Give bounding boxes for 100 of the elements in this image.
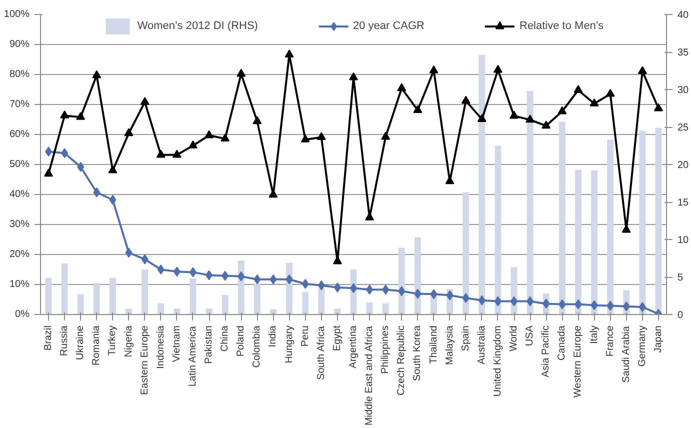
x-tick-label: Turkey	[107, 325, 118, 356]
y-tick-label: 20%	[9, 249, 30, 260]
point	[381, 132, 390, 140]
x-tick-label: South Africa	[316, 326, 327, 380]
bar	[462, 192, 470, 314]
point	[300, 134, 310, 142]
point	[510, 296, 518, 306]
y2-tick-label: 40	[678, 10, 690, 21]
point	[204, 130, 214, 138]
x-tick-label: France	[604, 325, 616, 357]
x-tick-label: Vietnam	[171, 325, 182, 362]
point	[414, 288, 422, 299]
point	[109, 194, 116, 205]
x-tick-label: Indonesia	[155, 325, 166, 369]
y2-tick-label: 25	[678, 122, 690, 134]
point	[446, 290, 454, 300]
y-tick-label: 60%	[9, 129, 30, 140]
point	[270, 274, 277, 284]
point	[44, 168, 54, 177]
x-tick-label: Argentina	[348, 325, 359, 368]
x-tick-label: Czech Republic	[396, 325, 408, 396]
x-tick-label: Canada	[556, 325, 568, 361]
point	[510, 110, 519, 119]
bar	[93, 283, 100, 314]
point	[254, 274, 261, 284]
x-tick-label: Ukraine	[75, 325, 86, 360]
x-tick-label: Malaysia	[444, 325, 456, 365]
bar	[478, 55, 486, 314]
point	[526, 296, 534, 306]
bar	[254, 284, 260, 314]
point	[125, 248, 132, 258]
point	[45, 146, 52, 157]
bar	[607, 140, 614, 314]
point	[286, 274, 293, 284]
point	[141, 254, 148, 264]
bar	[190, 278, 196, 314]
point	[382, 284, 390, 295]
bar	[591, 170, 598, 314]
point	[462, 293, 470, 303]
bar	[558, 122, 566, 314]
x-tick-label: Russia	[59, 325, 70, 356]
x-tick-label: Philippines	[380, 325, 392, 374]
point	[526, 114, 535, 123]
point	[606, 88, 615, 97]
y2-tick-label: 30	[678, 85, 690, 96]
legend-label: 20 year CAGR	[352, 20, 424, 32]
bar	[526, 91, 534, 314]
x-tick-label: USA	[524, 325, 536, 346]
point	[316, 132, 326, 140]
point	[236, 68, 246, 77]
x-tick-label: Spain	[460, 326, 472, 352]
y-tick-label: 30%	[9, 219, 30, 230]
x-tick-label: Brazil	[43, 325, 54, 351]
y2-tick-label: 10	[678, 235, 690, 246]
point	[124, 128, 134, 136]
point	[654, 103, 663, 112]
point	[156, 150, 166, 158]
point	[252, 116, 262, 124]
x-tick-label: Japan	[652, 325, 664, 353]
bar	[575, 170, 582, 314]
point	[494, 296, 502, 306]
x-tick-label: Nigeria	[123, 325, 134, 358]
point	[349, 72, 358, 80]
point	[397, 83, 406, 92]
point	[461, 96, 470, 104]
bar	[398, 248, 405, 314]
y-tick-label: 50%	[9, 159, 30, 170]
x-tick-label: Italy	[588, 325, 600, 344]
point	[429, 65, 438, 74]
point	[590, 98, 599, 106]
bar	[302, 292, 309, 314]
x-tick-label: Thailand	[428, 326, 440, 364]
point	[108, 165, 118, 174]
y2-tick-label: 35	[678, 48, 690, 58]
point	[398, 286, 406, 296]
y-tick-label: 70%	[9, 99, 30, 110]
x-tick-label: United Kingdom	[492, 325, 504, 397]
bar	[61, 264, 68, 314]
point	[172, 150, 182, 158]
x-tick-label: South Korea	[412, 325, 424, 382]
y-tick-label: 100%	[4, 9, 30, 20]
y2-tick-label: 0	[678, 310, 684, 321]
legend-label: Women’s 2012 DI (RHS)	[137, 20, 258, 32]
y-tick-label: 40%	[9, 189, 30, 200]
x-tick-label: Western Europe	[572, 325, 584, 398]
point	[542, 120, 551, 129]
x-tick-label: India	[268, 325, 279, 348]
x-tick-label: Colombia	[252, 325, 263, 368]
point	[590, 300, 598, 310]
point	[140, 96, 150, 105]
bar	[318, 288, 325, 314]
bar	[639, 130, 646, 314]
point	[220, 134, 230, 142]
point	[318, 280, 325, 290]
y-tick-label: 0%	[15, 309, 30, 320]
point	[189, 267, 196, 278]
x-tick-label: Latin America	[187, 326, 198, 387]
point	[366, 284, 374, 295]
point	[574, 299, 582, 310]
x-tick-label: Asia Pacific	[540, 325, 552, 378]
